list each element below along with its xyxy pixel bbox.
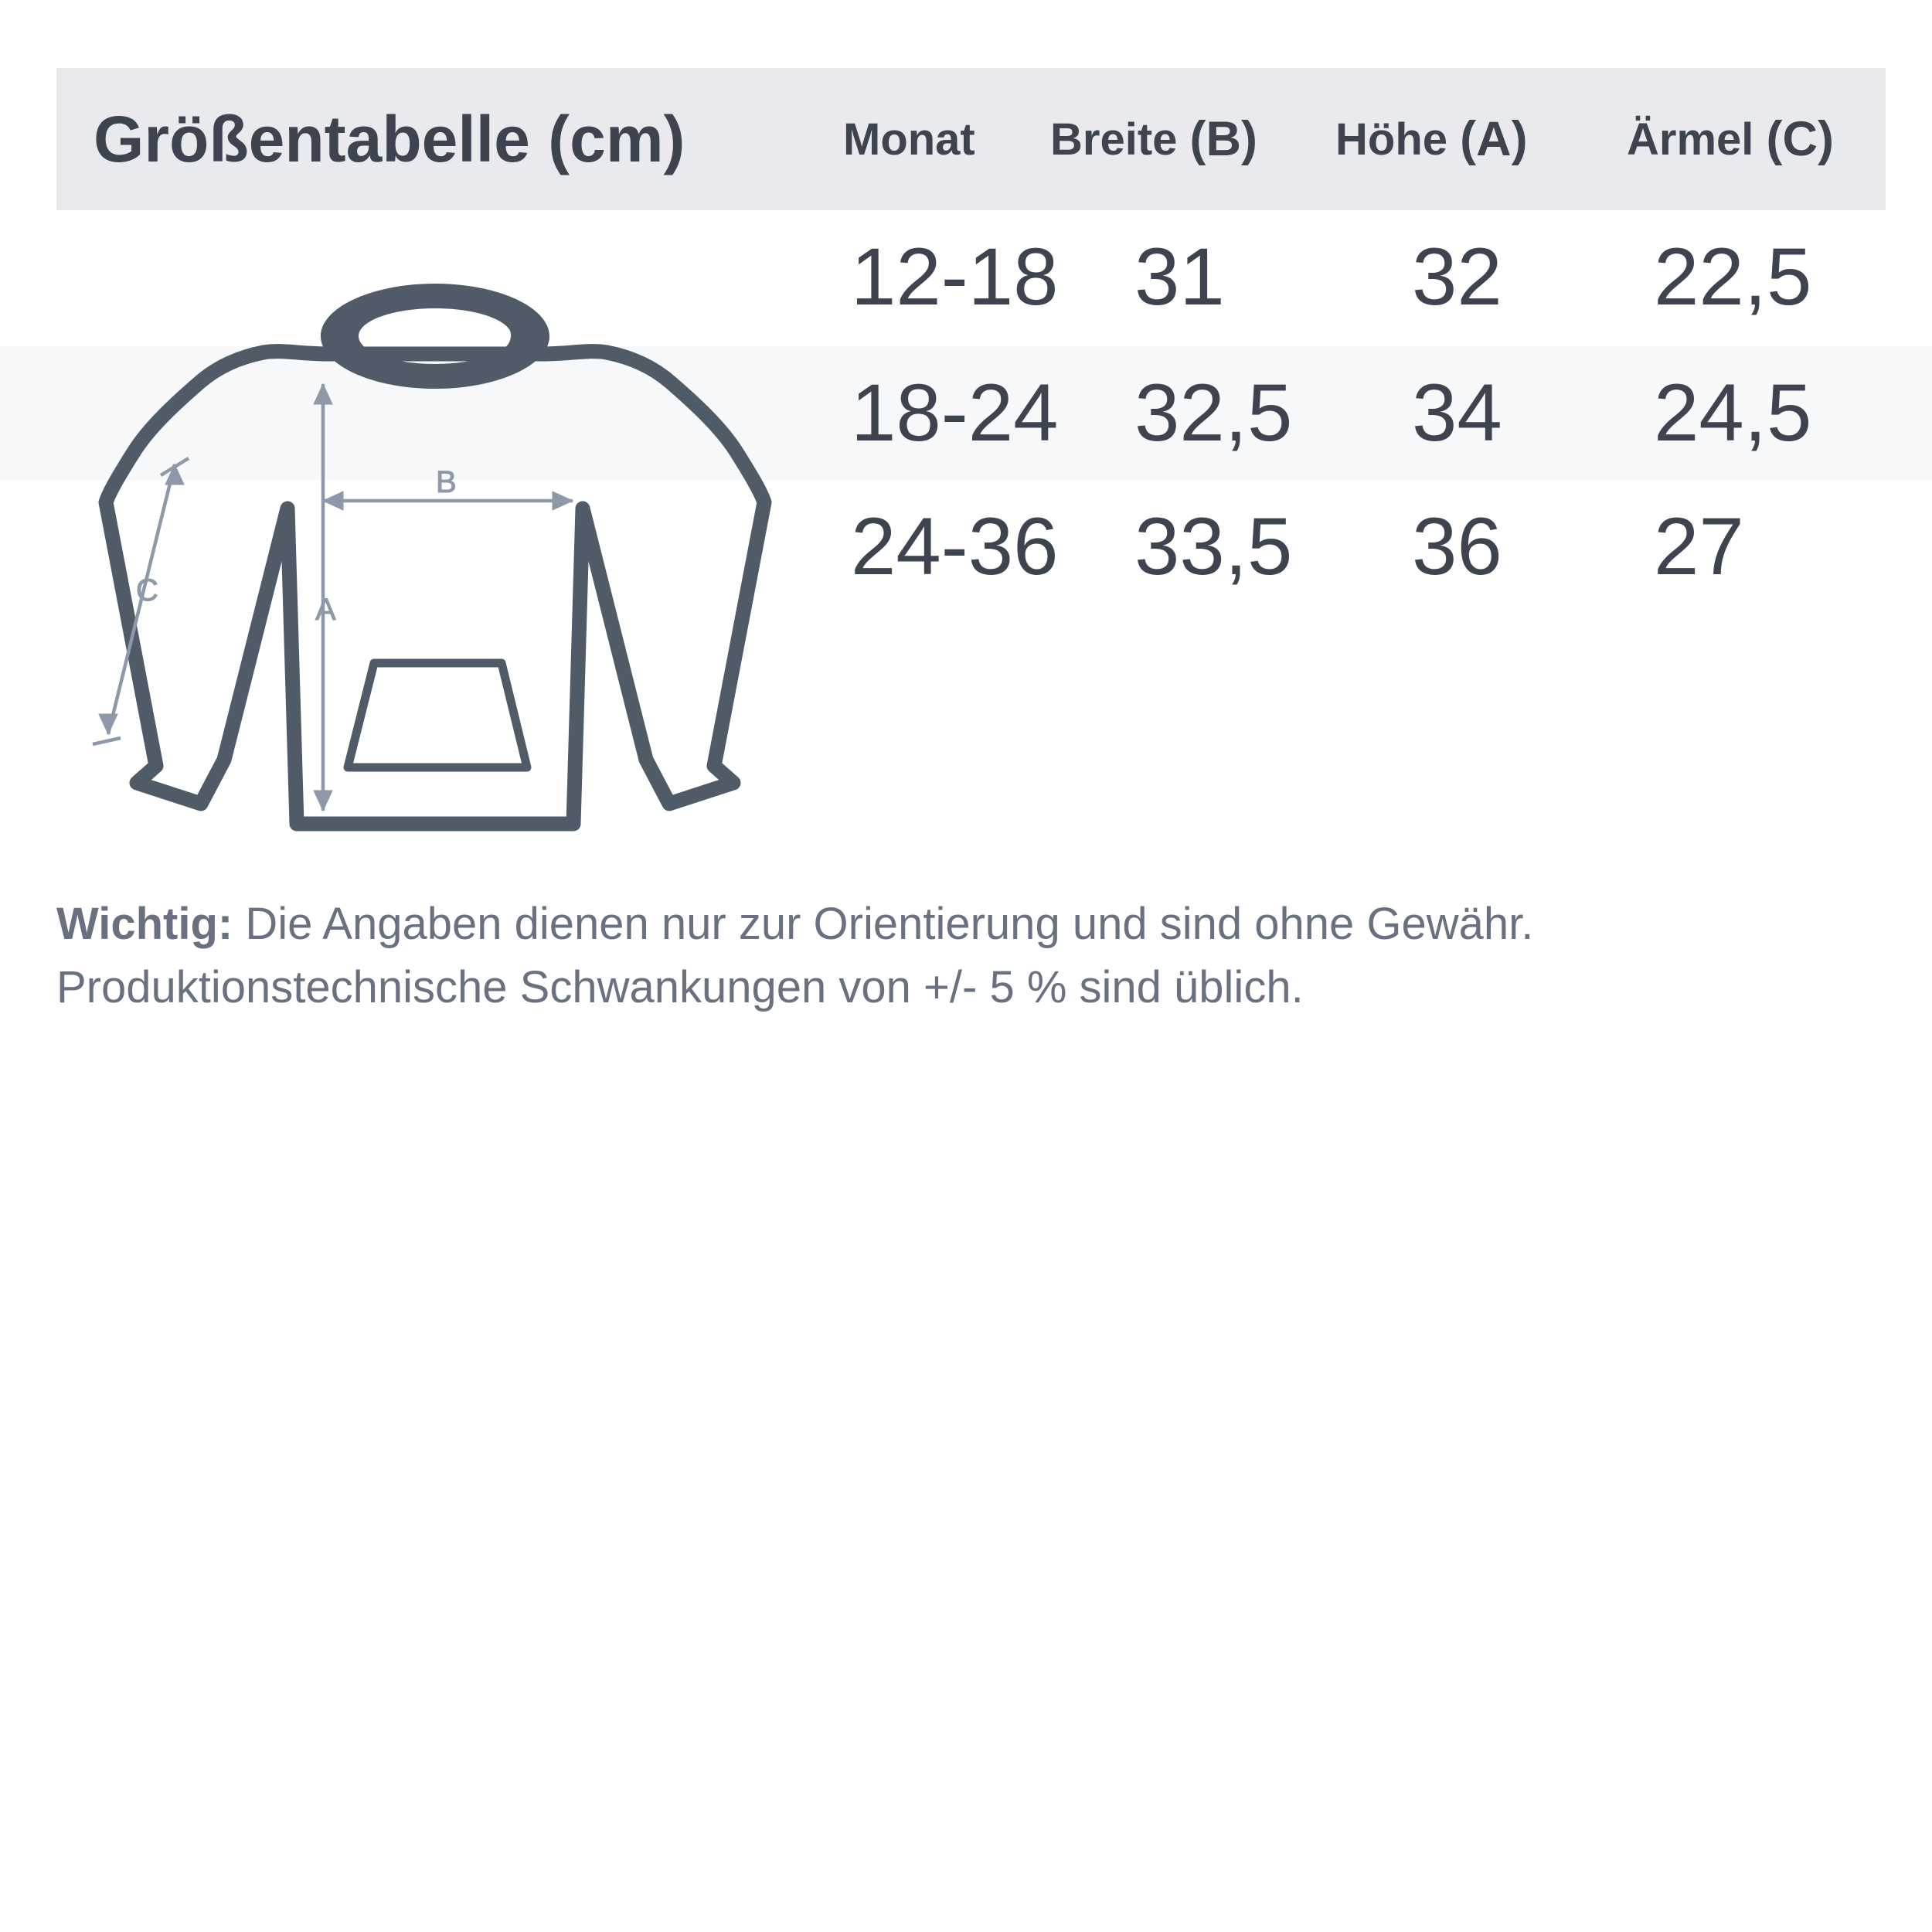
svg-text:C: C xyxy=(136,573,158,607)
svg-text:B: B xyxy=(436,465,457,499)
svg-text:A: A xyxy=(315,593,336,627)
